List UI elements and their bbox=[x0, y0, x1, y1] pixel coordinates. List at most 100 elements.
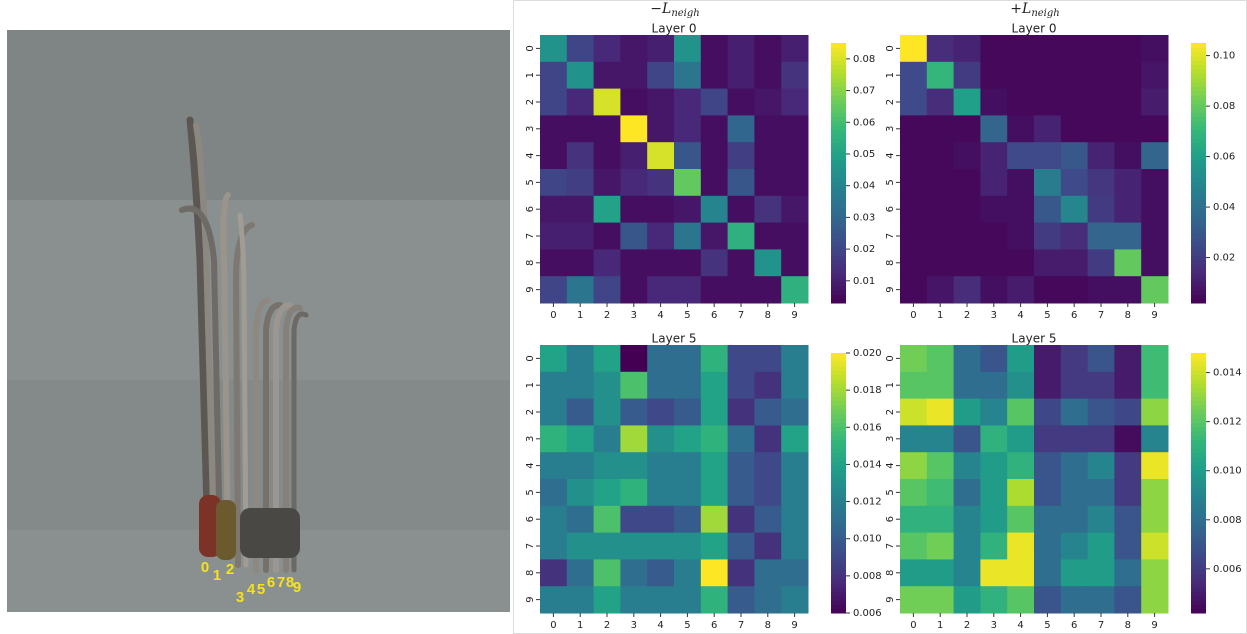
heatmap-cell bbox=[1060, 61, 1089, 90]
heatmap-cell bbox=[1114, 398, 1142, 426]
chart-title: Layer 0 bbox=[1012, 22, 1057, 36]
heatmap-cell bbox=[1007, 345, 1035, 373]
colorbar-segment bbox=[1191, 556, 1206, 562]
instrument-label: 2 bbox=[226, 561, 234, 578]
heatmap-cell bbox=[1114, 276, 1142, 304]
colorbar-tick-label: 0.07 bbox=[853, 86, 875, 97]
colorbar-segment bbox=[831, 151, 846, 157]
heatmap-cell bbox=[781, 371, 809, 400]
heatmap-cell bbox=[900, 249, 928, 277]
heatmap-cell bbox=[1060, 169, 1089, 197]
colorbar-segment bbox=[1191, 539, 1206, 545]
heatmap-cell bbox=[1087, 142, 1115, 170]
heatmap-cell bbox=[593, 35, 621, 63]
heatmap-cell bbox=[953, 452, 981, 480]
colorbar-tick-label: 0.04 bbox=[1213, 202, 1235, 213]
colorbar-segment bbox=[831, 194, 846, 200]
heatmap-cell bbox=[700, 371, 729, 400]
heatmap-cell bbox=[647, 398, 675, 426]
colorbar-segment bbox=[831, 574, 846, 579]
heatmap-cell bbox=[900, 276, 928, 304]
heatmap-cell bbox=[953, 142, 981, 170]
colorbar-segment bbox=[831, 387, 846, 393]
heatmap-cell bbox=[647, 35, 675, 63]
colorbar-segment bbox=[1191, 543, 1206, 549]
colorbar-tick-label: 0.016 bbox=[853, 422, 882, 433]
colorbar-tick-label: 0.04 bbox=[853, 181, 875, 192]
heatmap-cell bbox=[566, 586, 595, 614]
colorbar-segment bbox=[1191, 461, 1206, 467]
heatmap-cell bbox=[926, 195, 955, 224]
heatmap-cell bbox=[926, 222, 955, 250]
x-tick-label: 0 bbox=[910, 620, 916, 631]
heatmap-cell bbox=[674, 35, 702, 63]
heatmap-cell bbox=[781, 142, 809, 170]
heatmap-cell bbox=[1007, 505, 1035, 534]
heatmap-cell bbox=[620, 559, 648, 587]
heatmap-cell bbox=[980, 61, 1008, 90]
colorbar-segment bbox=[1191, 108, 1206, 113]
y-tick-label: 4 bbox=[885, 462, 896, 468]
colorbar-segment bbox=[831, 396, 846, 402]
heatmap-cell bbox=[620, 249, 648, 277]
x-tick-label: 3 bbox=[631, 310, 637, 321]
heatmap-cell bbox=[1141, 452, 1169, 480]
heatmap-cell bbox=[593, 276, 621, 304]
heatmap-cell bbox=[754, 276, 782, 304]
instrument bbox=[283, 304, 303, 573]
heatmap-cell bbox=[593, 249, 621, 277]
colorbar-segment bbox=[831, 277, 846, 282]
heatmap-cell bbox=[926, 505, 955, 534]
heatmap-cell bbox=[980, 371, 1008, 400]
colorbar-tick-label: 0.018 bbox=[853, 385, 882, 396]
heatmap-cell bbox=[781, 559, 809, 587]
colorbar-segment bbox=[831, 600, 846, 605]
heatmap-cell bbox=[926, 61, 955, 90]
heatmap-cell bbox=[1141, 425, 1169, 453]
colorbar-segment bbox=[1191, 90, 1206, 96]
y-tick-label: 6 bbox=[885, 516, 896, 522]
y-tick-label: 3 bbox=[525, 126, 536, 132]
colorbar-segment bbox=[1191, 431, 1206, 436]
colorbar-segment bbox=[831, 90, 846, 96]
colorbar-segment bbox=[831, 504, 846, 510]
heatmap-cell bbox=[620, 142, 648, 170]
colorbar-tick-label: 0.006 bbox=[1213, 564, 1242, 575]
colorbar-segment bbox=[1191, 277, 1206, 282]
colorbar-segment bbox=[831, 500, 846, 506]
colorbar-segment bbox=[831, 465, 846, 471]
heatmap-cell bbox=[1087, 169, 1115, 197]
y-tick-label: 6 bbox=[525, 516, 536, 522]
colorbar-tick-label: 0.02 bbox=[853, 244, 875, 255]
heatmap-cell bbox=[593, 88, 621, 116]
heatmap-cell bbox=[754, 195, 782, 224]
colorbar-segment bbox=[1191, 448, 1206, 454]
heatmap-cell bbox=[900, 425, 928, 453]
x-tick-label: 0 bbox=[550, 620, 556, 631]
colorbar-segment bbox=[831, 361, 846, 367]
x-tick-label: 5 bbox=[684, 310, 690, 321]
colorbar-segment bbox=[1191, 125, 1206, 131]
chart-title: Layer 0 bbox=[652, 22, 697, 36]
colorbar-segment bbox=[1191, 426, 1206, 432]
heatmap-cell bbox=[1087, 532, 1115, 560]
heatmap-cell bbox=[900, 35, 928, 63]
heatmap-cell bbox=[953, 88, 981, 116]
heatmap-cell bbox=[593, 61, 621, 90]
colorbar-segment bbox=[831, 400, 846, 406]
colorbar-segment bbox=[1191, 509, 1206, 514]
colorbar-segment bbox=[831, 60, 846, 66]
heatmap-cell bbox=[727, 345, 755, 373]
heatmap-cell bbox=[727, 88, 755, 116]
heatmap-cell bbox=[953, 559, 981, 587]
heatmap-cell bbox=[700, 35, 729, 63]
heatmap-cell bbox=[540, 586, 568, 614]
heatmap-cell bbox=[1034, 61, 1062, 90]
handles bbox=[240, 508, 300, 558]
heatmap-cell bbox=[781, 169, 809, 197]
heatmap-cell bbox=[1060, 452, 1089, 480]
colorbar-segment bbox=[1191, 138, 1206, 144]
colorbar-segment bbox=[831, 578, 846, 584]
colorbar-segment bbox=[1191, 229, 1206, 235]
heatmap-cell bbox=[1114, 559, 1142, 587]
